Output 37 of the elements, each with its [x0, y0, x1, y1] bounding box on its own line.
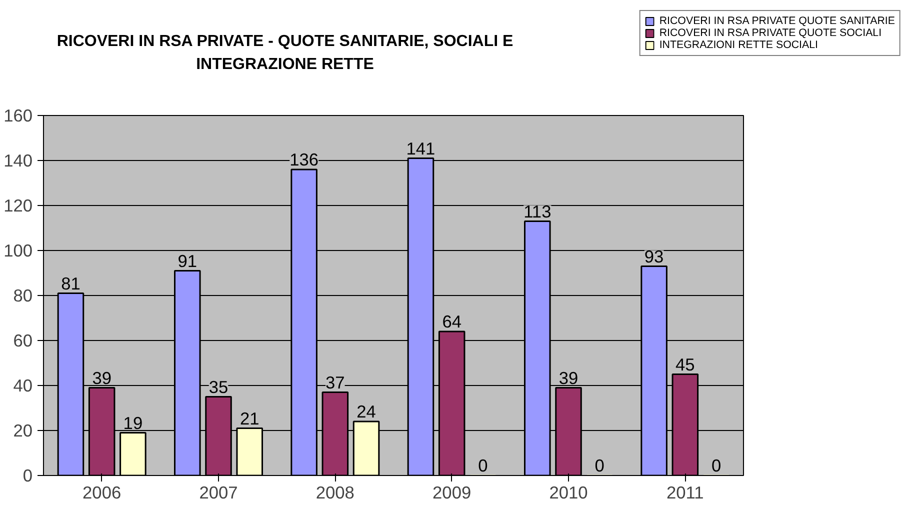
data-label: 141 — [406, 138, 436, 158]
data-label: 64 — [442, 312, 462, 332]
chart-title: RICOVERI IN RSA PRIVATE - QUOTE SANITARIE, SOCIALI E INTEGRAZIONE RETTE — [56, 32, 514, 75]
data-label: 81 — [61, 273, 80, 294]
data-label: 136 — [290, 150, 319, 170]
data-label: 93 — [644, 246, 664, 266]
y-tick-label: 120 — [4, 196, 33, 216]
y-tick-label: 40 — [13, 376, 33, 396]
data-label: 45 — [676, 354, 695, 374]
x-tick-label: 2007 — [199, 482, 238, 502]
legend-label: RICOVERI IN RSA PRIVATE QUOTE SANITARIE — [659, 15, 895, 27]
data-label: 0 — [711, 456, 722, 476]
y-tick-label: 160 — [4, 106, 33, 126]
y-tick-label: 80 — [13, 286, 33, 306]
data-label: 24 — [356, 402, 376, 422]
data-label: 0 — [594, 456, 604, 476]
y-tick-label: 100 — [4, 240, 33, 260]
x-tick-label: 2011 — [666, 482, 704, 502]
y-tick-label: 0 — [22, 466, 33, 486]
legend-label: RICOVERI IN RSA PRIVATE QUOTE SOCIALI — [659, 27, 882, 39]
data-label: 91 — [178, 250, 198, 271]
x-tick-label: 2010 — [549, 482, 588, 502]
y-tick-label: 140 — [4, 150, 33, 170]
data-label: 0 — [478, 456, 488, 476]
y-tick-label: 60 — [13, 330, 33, 350]
data-label: 19 — [123, 412, 143, 433]
data-label: 113 — [524, 201, 552, 222]
x-tick-label: 2009 — [432, 482, 472, 502]
data-label: 37 — [326, 372, 345, 392]
data-label: 21 — [240, 408, 260, 428]
x-tick-label: 2008 — [316, 482, 354, 502]
data-label: 39 — [92, 368, 112, 388]
data-label: 35 — [208, 376, 228, 397]
data-label: 39 — [558, 368, 578, 388]
x-tick-label: 2006 — [82, 482, 122, 502]
legend-label: INTEGRAZIONI RETTE SOCIALI — [659, 39, 818, 51]
y-tick-label: 20 — [13, 420, 33, 440]
